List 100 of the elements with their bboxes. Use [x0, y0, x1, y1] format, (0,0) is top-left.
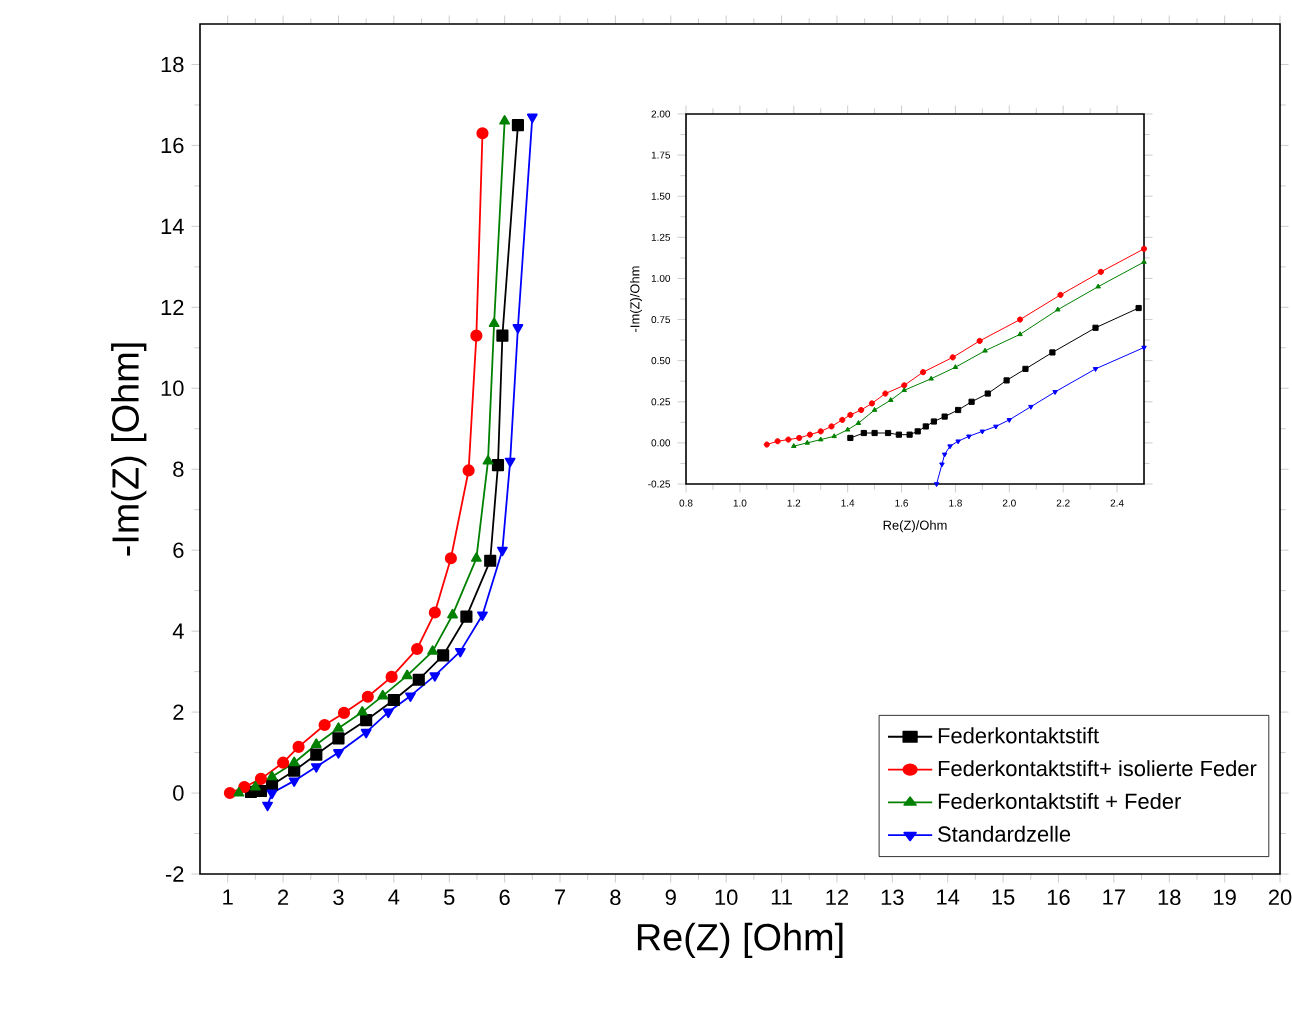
- point: [871, 429, 878, 437]
- point: [233, 786, 245, 797]
- point: [511, 119, 524, 132]
- x-tick-label: 9: [665, 889, 676, 906]
- point: [333, 749, 344, 759]
- point: [238, 780, 251, 794]
- point: [332, 732, 345, 745]
- point: [427, 645, 438, 655]
- point: [984, 390, 991, 397]
- point: [377, 689, 389, 700]
- point: [288, 756, 300, 767]
- point: [976, 337, 983, 345]
- point: [1022, 365, 1029, 372]
- point: [337, 706, 351, 719]
- x-tick-label: 5: [444, 889, 455, 905]
- point: [828, 423, 835, 430]
- legend-label: Federkontaktstift: [938, 727, 1099, 744]
- point: [412, 673, 425, 686]
- x-tick-label: 15: [992, 889, 1015, 905]
- point: [356, 706, 368, 716]
- point: [223, 786, 236, 800]
- x-tick-label: 13: [881, 889, 904, 906]
- point: [382, 708, 394, 719]
- point: [310, 748, 323, 761]
- point: [262, 801, 273, 812]
- point: [385, 670, 398, 683]
- x-tick-label: 18: [1158, 889, 1181, 906]
- point: [941, 413, 948, 420]
- point: [499, 115, 511, 125]
- point: [868, 400, 875, 407]
- x-tick-label: 11: [771, 889, 792, 905]
- point: [930, 418, 937, 425]
- y-tick-label: 6: [173, 542, 184, 558]
- point: [444, 552, 457, 565]
- point: [901, 382, 908, 389]
- x-tick-label: 10: [715, 889, 738, 906]
- point: [288, 777, 300, 787]
- point: [250, 780, 261, 791]
- point: [906, 431, 913, 438]
- y-tick-label: -2: [165, 866, 184, 882]
- point: [882, 390, 889, 397]
- point: [288, 764, 301, 777]
- point: [839, 416, 846, 423]
- point: [1057, 291, 1064, 298]
- point: [405, 692, 416, 702]
- point: [796, 434, 803, 442]
- x-axis-title: Re(Z) [Ohm]: [637, 922, 843, 958]
- point: [488, 317, 500, 328]
- point: [496, 329, 509, 342]
- y-tick-label: 4: [172, 623, 184, 639]
- y-tick-label: 16: [161, 137, 184, 154]
- point: [387, 693, 400, 707]
- point: [360, 714, 373, 727]
- y-tick-label: 14: [161, 218, 184, 234]
- y-axis-title: -Im(Z) [Ohm]: [111, 343, 147, 556]
- point: [774, 438, 781, 445]
- point: [491, 459, 505, 472]
- point: [482, 455, 494, 465]
- point: [310, 738, 322, 748]
- point: [785, 436, 792, 443]
- y-tick-label: 8: [173, 461, 184, 477]
- point: [266, 789, 278, 800]
- point: [437, 649, 450, 662]
- point: [254, 772, 267, 785]
- point: [318, 718, 331, 732]
- legend-label: Federkontaktstift+ isolierte Feder: [938, 760, 1257, 777]
- point: [763, 441, 770, 448]
- y-tick-label: 18: [161, 56, 184, 73]
- point: [476, 127, 489, 140]
- point: [858, 406, 865, 414]
- point: [526, 113, 538, 124]
- point: [955, 406, 962, 414]
- x-tick-label: 1: [223, 889, 233, 905]
- point: [817, 428, 824, 435]
- point: [360, 728, 372, 739]
- point: [497, 546, 508, 557]
- point: [895, 431, 902, 438]
- x-tick-label: 16: [1047, 889, 1070, 906]
- point: [920, 369, 927, 376]
- point: [428, 606, 441, 619]
- point: [361, 690, 374, 703]
- point: [462, 464, 475, 477]
- point: [401, 669, 413, 680]
- x-tick-label: 19: [1214, 889, 1236, 906]
- point: [914, 428, 921, 435]
- point: [1049, 349, 1056, 356]
- point: [429, 672, 441, 682]
- point: [310, 763, 322, 773]
- point: [1092, 324, 1099, 331]
- point: [277, 756, 290, 769]
- point: [454, 647, 466, 658]
- point: [922, 423, 929, 430]
- x-tick-label: 17: [1103, 889, 1125, 905]
- point: [1016, 316, 1024, 323]
- point: [949, 354, 956, 361]
- y-tick-label: 10: [161, 380, 184, 397]
- x-tick-label: 6: [499, 889, 510, 906]
- point: [512, 324, 524, 334]
- point: [470, 552, 482, 562]
- point: [266, 770, 278, 781]
